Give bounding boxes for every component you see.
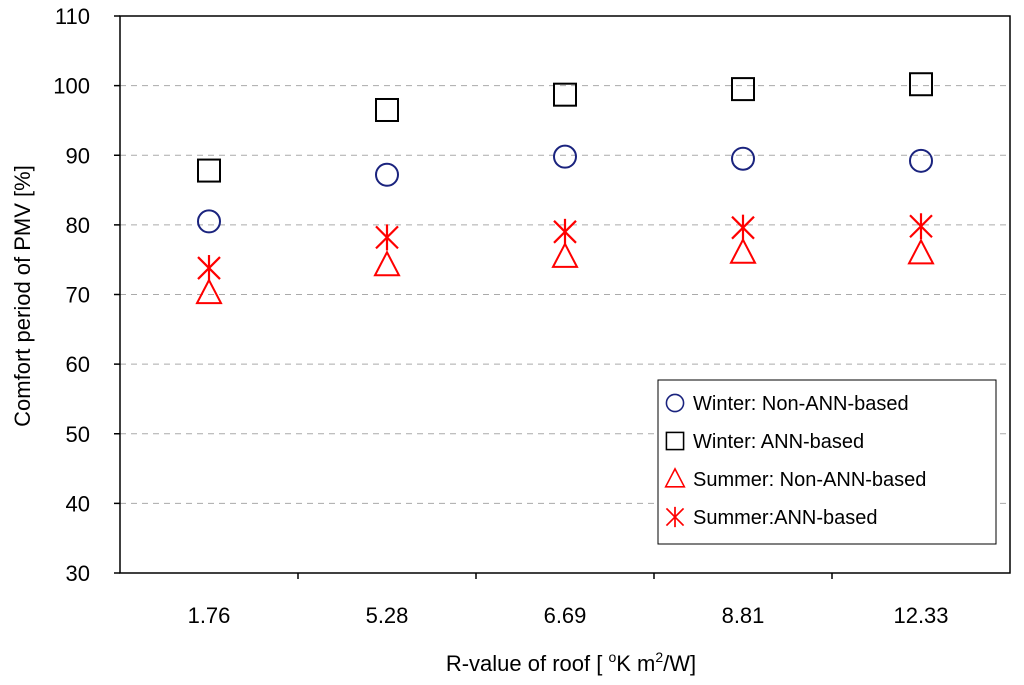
data-point-triangle <box>551 241 579 268</box>
data-point-circle <box>553 144 577 169</box>
y-tick-label: 30 <box>66 561 90 586</box>
x-tick-label: 1.76 <box>188 603 231 628</box>
y-tick-label: 50 <box>66 422 90 447</box>
y-tick-label: 80 <box>66 213 90 238</box>
series-1 <box>197 72 933 183</box>
data-point-triangle <box>195 277 223 305</box>
data-point-asterisk <box>909 213 933 240</box>
data-point-circle <box>197 209 221 234</box>
y-tick-label: 60 <box>66 352 90 377</box>
x-axis-title-part: /W] <box>663 651 696 676</box>
legend-label: Winter: ANN-based <box>693 431 864 453</box>
data-point-triangle <box>907 238 935 265</box>
x-tick-label: 12.33 <box>893 603 948 628</box>
legend-item: Winter: ANN-based <box>665 431 864 453</box>
legend-marker-asterisk <box>665 506 685 528</box>
y-axis-ticks: 30 40 50 60 70 80 90 100 110 <box>53 4 120 586</box>
y-tick-label: 110 <box>55 4 90 29</box>
series-3 <box>197 213 933 282</box>
data-point-square <box>909 72 933 97</box>
data-point-square <box>553 82 577 107</box>
data-point-triangle <box>373 250 401 277</box>
legend-marker-triangle <box>664 467 686 488</box>
legend: Winter: Non-ANN-based Winter: ANN-based Su… <box>657 379 997 545</box>
series-0 <box>197 144 933 234</box>
data-point-asterisk <box>731 214 755 241</box>
data-point-square <box>375 97 399 122</box>
legend-label: Summer: Non-ANN-based <box>693 469 926 491</box>
y-tick-label: 100 <box>53 74 90 99</box>
x-tick-label: 5.28 <box>366 603 409 628</box>
y-tick-label: 40 <box>66 491 90 516</box>
data-points <box>195 72 935 305</box>
x-tick-label: 8.81 <box>722 603 765 628</box>
x-axis-title-part: K m <box>616 651 655 676</box>
legend-marker-square <box>665 431 685 451</box>
data-point-circle <box>375 162 399 187</box>
data-point-asterisk <box>197 255 221 282</box>
y-tick-label: 70 <box>66 283 90 308</box>
legend-label: Winter: Non-ANN-based <box>693 393 909 415</box>
data-point-asterisk <box>375 224 399 251</box>
legend-item: Winter: Non-ANN-based <box>665 393 909 415</box>
data-point-square <box>197 158 221 183</box>
x-axis-title: R-value of roof [ oK m2/W] <box>446 649 696 676</box>
legend-label: Summer:ANN-based <box>693 507 878 529</box>
x-axis-ticks: 1.76 5.28 6.69 8.81 12.33 <box>188 573 949 628</box>
data-point-triangle <box>729 237 757 264</box>
x-tick-label: 6.69 <box>544 603 587 628</box>
series-2 <box>195 237 935 305</box>
data-point-circle <box>909 148 933 173</box>
x-axis-title-sup: o <box>608 649 616 665</box>
y-tick-label: 90 <box>66 143 90 168</box>
data-point-square <box>731 77 755 102</box>
y-axis-title: Comfort period of PMV [%] <box>10 165 35 427</box>
legend-item: Summer: Non-ANN-based <box>664 467 926 491</box>
x-axis-title-sup: 2 <box>655 649 663 665</box>
legend-box <box>657 379 997 545</box>
legend-marker-circle <box>665 393 685 413</box>
x-axis-title-part: R-value of roof [ <box>446 651 609 676</box>
data-point-circle <box>731 146 755 171</box>
legend-item: Summer:ANN-based <box>665 506 878 529</box>
data-point-asterisk <box>553 218 577 245</box>
